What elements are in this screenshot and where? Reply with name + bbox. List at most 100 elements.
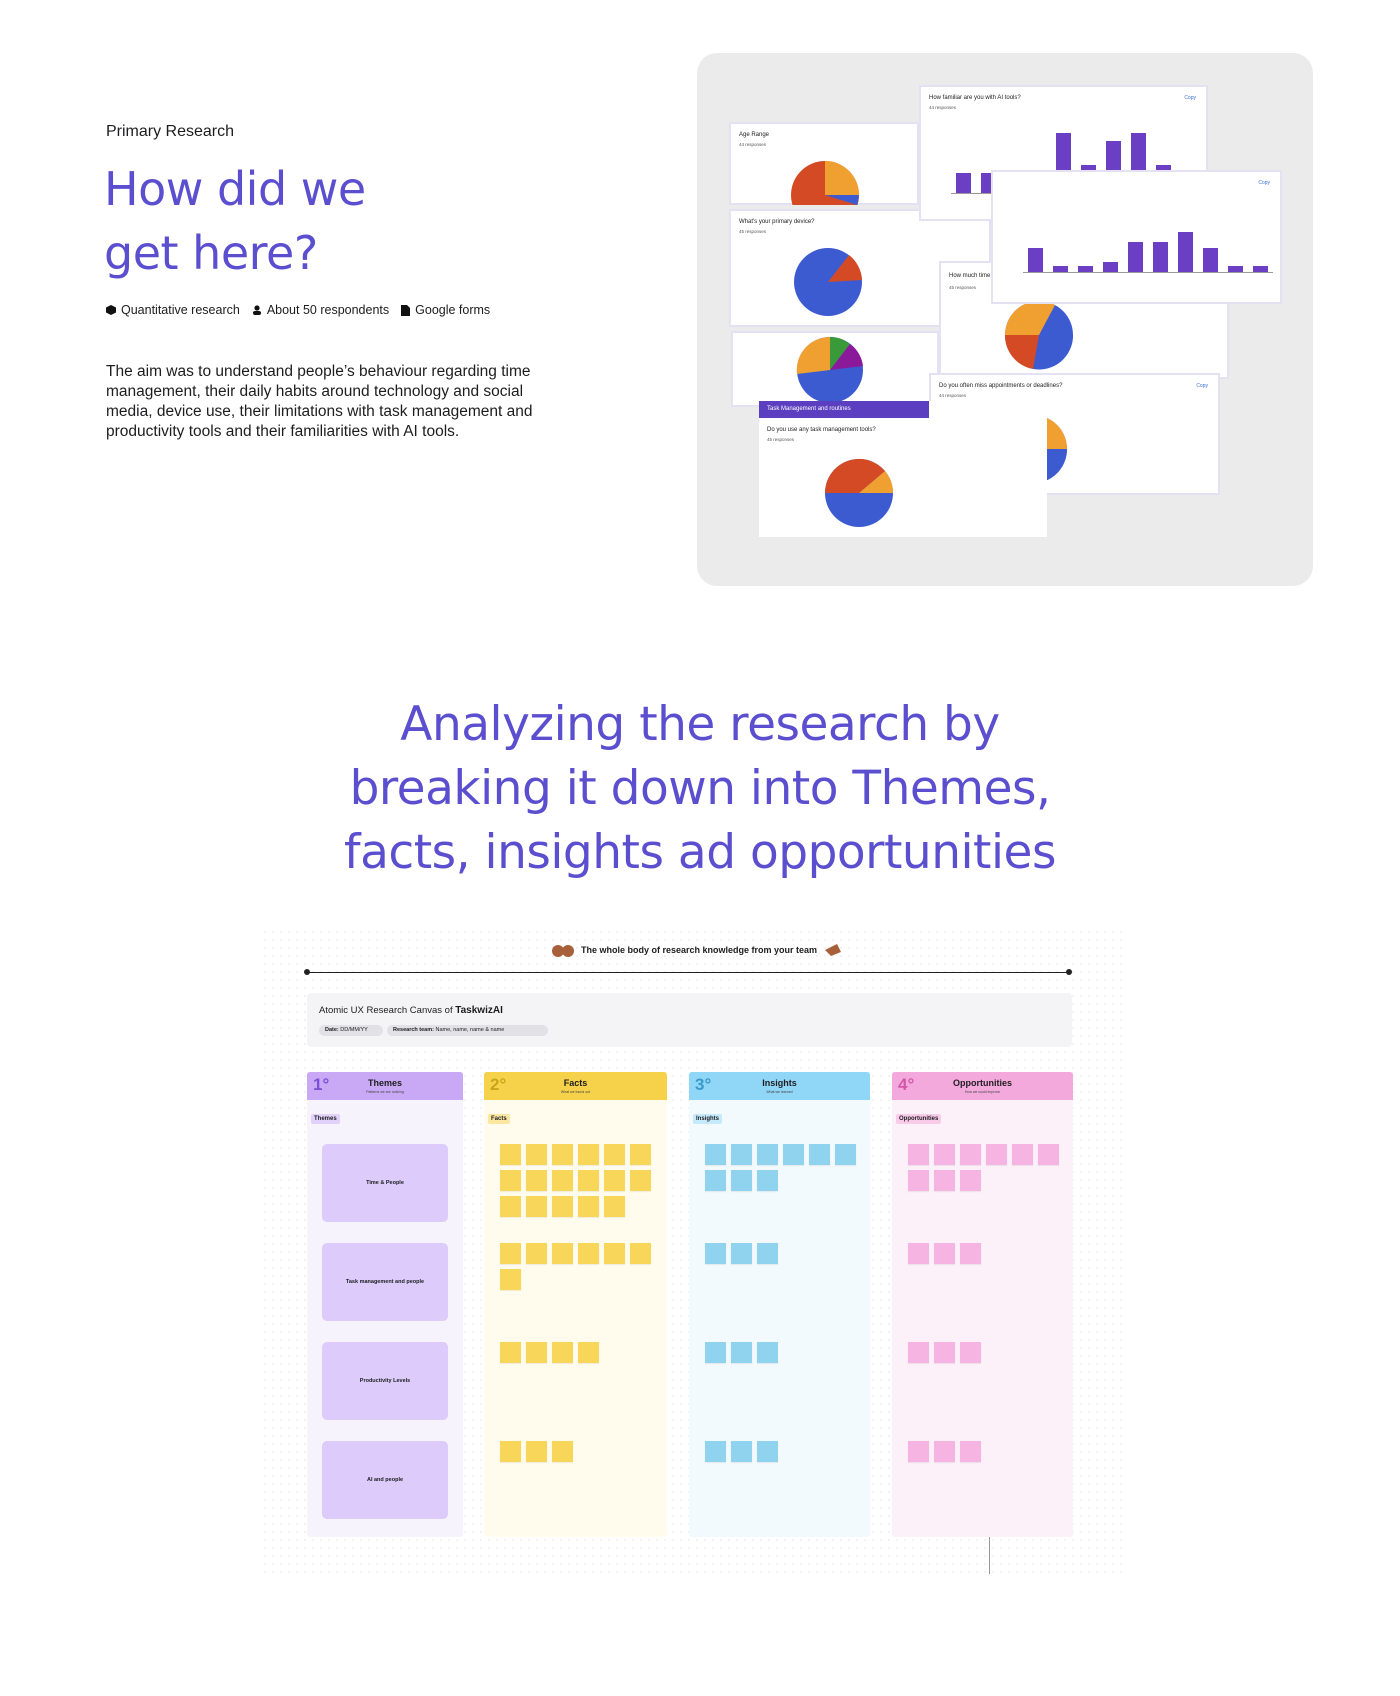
tag: Google forms xyxy=(401,303,490,317)
tags: Quantitative research About 50 responden… xyxy=(106,303,490,317)
canvas-title: Atomic UX Research Canvas of TaskwizAI xyxy=(319,1005,503,1016)
sticky-note xyxy=(757,1144,778,1165)
card-responses: 44 responses xyxy=(929,105,957,110)
column-number: 4° xyxy=(898,1075,915,1094)
column-subtitle: How we could improve xyxy=(964,1090,1001,1094)
column-number: 1° xyxy=(313,1075,330,1094)
column-header: 4° Opportunities How we could improve xyxy=(892,1072,1073,1100)
sticky-note xyxy=(986,1144,1007,1165)
label: Date: xyxy=(325,1027,339,1033)
sticky-note xyxy=(705,1441,726,1462)
pie xyxy=(1004,301,1074,370)
bar xyxy=(1203,248,1218,272)
sticky-note xyxy=(757,1342,778,1363)
column-title: Facts xyxy=(563,1078,588,1088)
note xyxy=(989,1536,1076,1574)
column-subtitle: Patterns we are noticing xyxy=(366,1090,404,1094)
section-header: Task Management and routines xyxy=(759,401,929,418)
sticky-note xyxy=(934,1441,955,1462)
bar xyxy=(1103,262,1118,272)
bar xyxy=(1178,232,1193,272)
survey-collage: Age Range 44 responses What's your prima… xyxy=(697,53,1313,586)
sticky-note xyxy=(1012,1144,1033,1165)
sticky-note xyxy=(731,1170,752,1191)
pie xyxy=(791,161,859,205)
sticky-note xyxy=(500,1342,521,1363)
sticky-note xyxy=(934,1342,955,1363)
card-title: How much time xyxy=(949,273,991,279)
sticky-note xyxy=(526,1342,547,1363)
column-body xyxy=(484,1072,667,1537)
dot xyxy=(1066,969,1072,975)
card-responses: 44 responses xyxy=(939,393,967,398)
card-title: Do you use any task management tools? xyxy=(767,427,876,433)
column-tag: Insights xyxy=(693,1114,723,1124)
title-line: breaking it down into Themes, xyxy=(349,761,1051,816)
column-body xyxy=(892,1072,1073,1537)
tag-text: Google forms xyxy=(415,303,491,317)
icon xyxy=(106,305,116,315)
column-tag: Opportunities xyxy=(896,1114,942,1124)
copy-link[interactable]: Copy xyxy=(1196,383,1208,389)
sticky-note xyxy=(705,1144,726,1165)
sticky-note xyxy=(731,1144,752,1165)
bar xyxy=(1128,242,1143,272)
description: The aim was to understand people’s behav… xyxy=(106,363,533,440)
icon xyxy=(401,304,411,316)
sticky-note xyxy=(783,1144,804,1165)
icon xyxy=(825,944,842,956)
sticky-note xyxy=(908,1170,929,1191)
bar xyxy=(1228,266,1243,272)
sticky-note xyxy=(630,1144,651,1165)
column-title: Insights xyxy=(762,1078,797,1088)
banner-text: The whole body of research knowledge fro… xyxy=(581,945,818,955)
bar xyxy=(956,173,971,193)
label: Research team: xyxy=(393,1027,434,1033)
section-title: Analyzing the research by breaking it do… xyxy=(0,693,1400,885)
sticky-note xyxy=(757,1441,778,1462)
timeline xyxy=(307,972,1069,973)
copy-link[interactable]: Copy xyxy=(1184,95,1196,101)
tag-text: About 50 respondents xyxy=(266,303,390,317)
value: DD/MM/YY xyxy=(340,1027,368,1033)
card-responses: 45 responses xyxy=(767,437,795,442)
column-title: Themes xyxy=(367,1078,402,1088)
sticky-note xyxy=(934,1144,955,1165)
title-line: facts, insights ad opportunities xyxy=(344,825,1056,880)
sticky-note xyxy=(552,1441,573,1462)
date-pill: Date: DD/MM/YY xyxy=(319,1025,383,1036)
theme-card: AI and people xyxy=(322,1441,448,1519)
sticky-note xyxy=(960,1144,981,1165)
copy-link[interactable]: Copy xyxy=(1258,180,1270,186)
sticky-note xyxy=(500,1170,521,1191)
card-title: Do you often miss appointments or deadli… xyxy=(939,383,1063,389)
column-header: 2° Facts What we found out xyxy=(484,1072,667,1100)
survey-card: Age Range 44 responses xyxy=(729,122,919,205)
column-tag: Facts xyxy=(488,1114,510,1124)
eyebrow: Primary Research xyxy=(106,123,235,140)
sticky-note xyxy=(604,1144,625,1165)
sticky-note xyxy=(604,1196,625,1217)
sticky-note xyxy=(526,1196,547,1217)
sticky-note xyxy=(705,1170,726,1191)
sticky-note xyxy=(960,1441,981,1462)
sticky-note xyxy=(630,1170,651,1191)
bar xyxy=(1153,242,1168,272)
tag: Quantitative research xyxy=(106,303,240,317)
pie xyxy=(796,336,863,403)
sticky-note xyxy=(604,1243,625,1264)
card-responses: 44 responses xyxy=(739,142,767,147)
sticky-note xyxy=(500,1441,521,1462)
product: TaskwizAI xyxy=(455,1005,503,1016)
sticky-note xyxy=(500,1243,521,1264)
sticky-note xyxy=(500,1196,521,1217)
bar xyxy=(1053,266,1068,272)
research-board: The whole body of research knowledge fro… xyxy=(261,928,1125,1578)
pie xyxy=(794,248,862,316)
team-pill: Research team: Name, name, name & name xyxy=(387,1025,548,1036)
column-number: 3° xyxy=(695,1075,712,1094)
bar xyxy=(1253,266,1268,272)
column-header: 1° Themes Patterns we are noticing xyxy=(307,1072,463,1100)
sticky-note xyxy=(500,1269,521,1290)
